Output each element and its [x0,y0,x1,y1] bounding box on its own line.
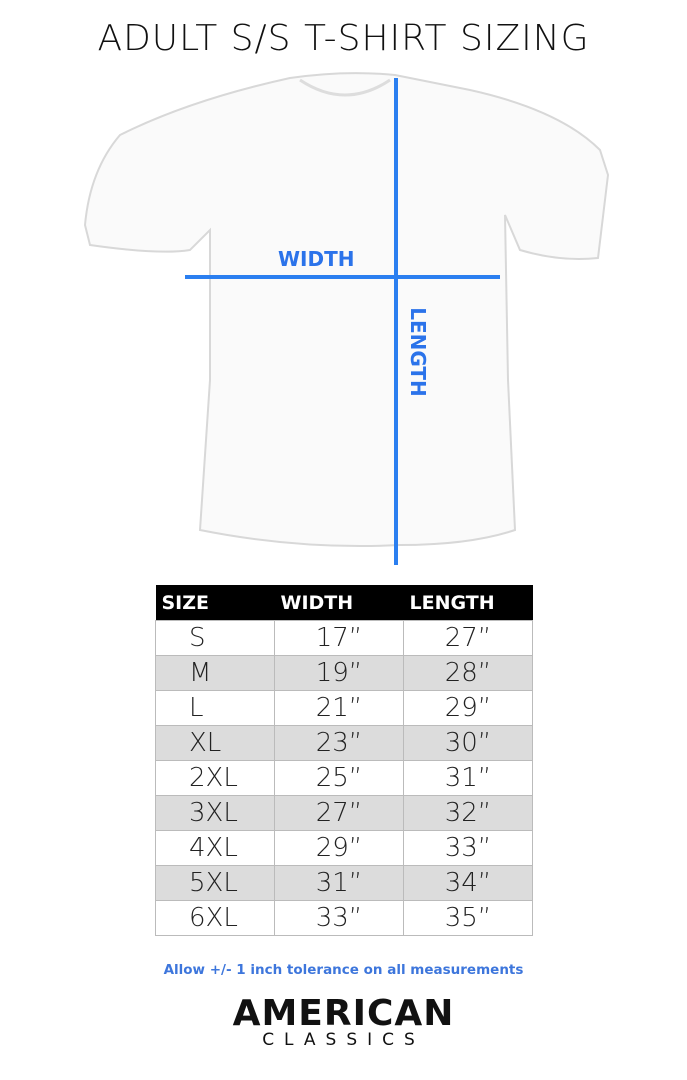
brand-logo: AMERICAN [232,993,455,1034]
table-header: SIZE WIDTH LENGTH [155,585,533,621]
table-row: XL 23” 30” [155,725,533,761]
tolerance-note: Allow +/- 1 inch tolerance on all measur… [163,962,524,978]
table-row: M 19” 28” [155,655,533,691]
size-cell: XL [155,725,275,761]
width-cell: 27” [274,795,404,831]
width-cell: 29” [274,830,404,866]
length-cell: 34” [403,865,533,901]
table-row: 3XL 27” 32” [155,795,533,831]
length-cell: 33” [403,830,533,866]
table-row: 2XL 25” 31” [155,760,533,796]
size-cell: 2XL [155,760,275,796]
size-cell: 4XL [155,830,275,866]
length-label: LENGTH [406,307,430,397]
length-cell: 31” [403,760,533,796]
size-cell: S [155,620,275,656]
table-row: 6XL 33” 35” [155,900,533,936]
header-width: WIDTH [274,585,404,621]
tshirt-diagram [83,72,610,565]
table-row: 5XL 31” 34” [155,865,533,901]
length-cell: 29” [403,690,533,726]
size-cell: L [155,690,275,726]
tshirt-image [83,72,610,547]
length-cell: 32” [403,795,533,831]
length-cell: 35” [403,900,533,936]
page-title: ADULT S/S T-SHIRT SIZING [97,18,590,59]
width-cell: 31” [274,865,404,901]
width-cell: 33” [274,900,404,936]
table-row: 4XL 29” 33” [155,830,533,866]
size-cell: 6XL [155,900,275,936]
header-length: LENGTH [403,585,533,621]
width-cell: 19” [274,655,404,691]
header-size: SIZE [155,585,275,621]
width-cell: 21” [274,690,404,726]
width-cell: 23” [274,725,404,761]
size-cell: M [155,655,275,691]
size-cell: 5XL [155,865,275,901]
length-cell: 30” [403,725,533,761]
width-cell: 25” [274,760,404,796]
size-cell: 3XL [155,795,275,831]
width-cell: 17” [274,620,404,656]
length-cell: 28” [403,655,533,691]
width-label: WIDTH [278,247,355,271]
table-row: S 17” 27” [155,620,533,656]
table-row: L 21” 29” [155,690,533,726]
length-cell: 27” [403,620,533,656]
size-table: SIZE WIDTH LENGTH S 17” 27” M 19” 28” L 21” 29” X… [155,585,533,936]
collar [299,78,391,97]
brand-logo-sub: CLASSICS [262,1030,425,1050]
